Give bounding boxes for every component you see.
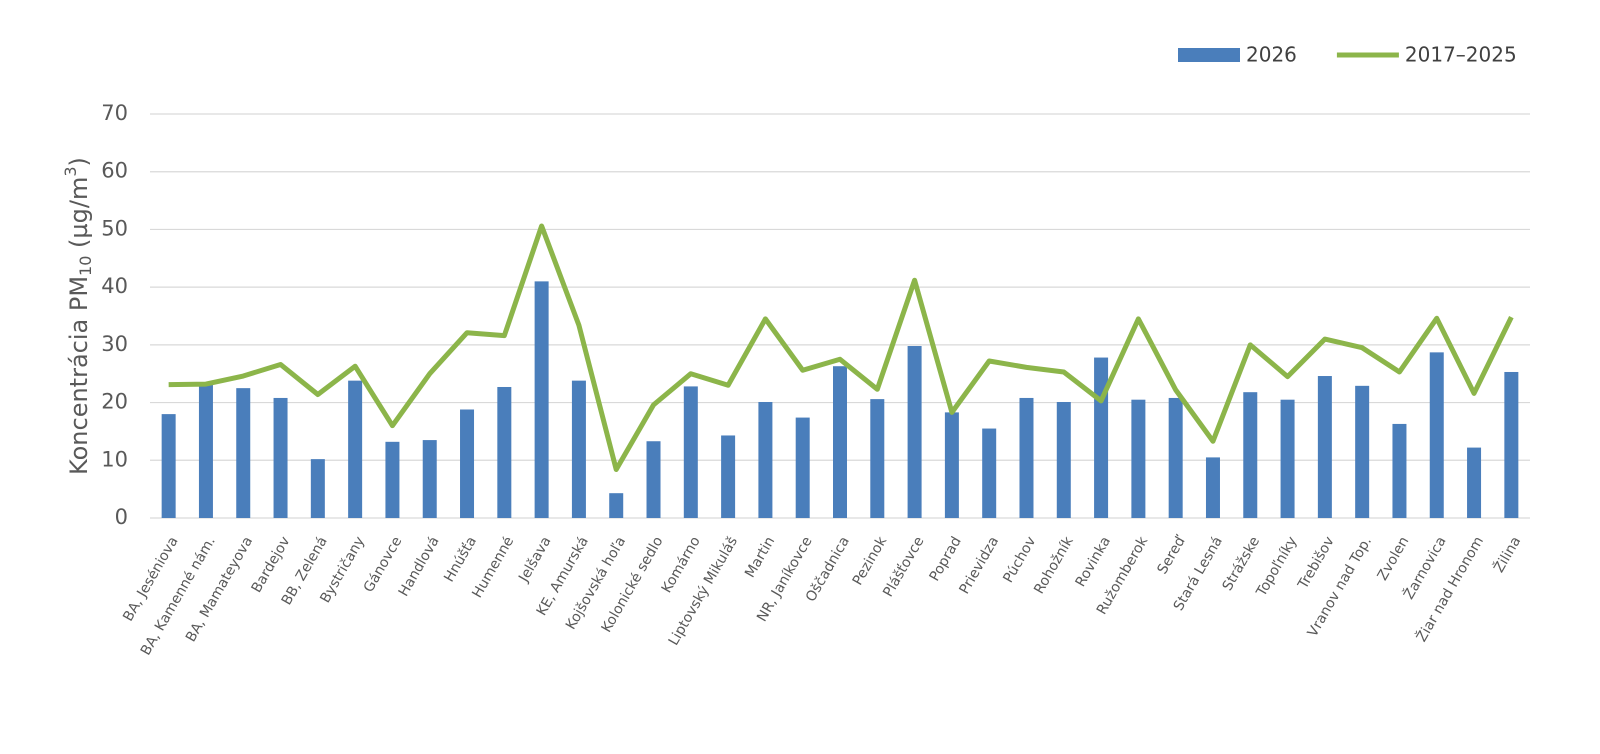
y-title-part: Koncentrácia PM [65, 276, 93, 475]
bar [497, 386, 512, 518]
y-title-sub: 10 [76, 256, 95, 276]
bar [609, 493, 624, 518]
x-tick-label: Jelšava [516, 534, 555, 586]
bar [721, 435, 736, 518]
legend-swatch [1178, 48, 1240, 62]
y-tick-label: 0 [115, 505, 128, 529]
bar [385, 441, 400, 518]
y-tick-label: 50 [101, 216, 128, 240]
bar [1280, 399, 1295, 518]
x-tick-label: Liptovský Mikuláš [666, 534, 741, 648]
x-tick-label: Pezinok [850, 533, 891, 588]
bar [758, 401, 773, 518]
bar [310, 459, 325, 518]
bar [273, 397, 288, 518]
bar [1243, 392, 1258, 518]
bar [795, 417, 810, 518]
bar [1056, 401, 1071, 518]
legend-label: 2017–2025 [1405, 43, 1517, 67]
x-tick-label: Sereď [1155, 532, 1190, 577]
bar [1019, 397, 1034, 518]
bar [907, 346, 922, 518]
x-tick-label: Zvolen [1375, 534, 1413, 583]
bar [870, 399, 885, 518]
bar [348, 380, 363, 518]
bar [1094, 357, 1109, 518]
y-tick-label: 30 [101, 332, 128, 356]
x-tick-label: Hnúšťa [441, 534, 480, 585]
y-title-part: (µg/m [65, 177, 93, 256]
x-tick-label: Púchov [1000, 534, 1039, 586]
bar [1392, 423, 1407, 518]
bar [161, 414, 176, 518]
y-tick-label: 40 [101, 274, 128, 298]
x-tick-label: BA, Mamateyova [183, 534, 256, 645]
bar [236, 388, 251, 518]
bar [571, 380, 586, 518]
bar [198, 382, 213, 518]
bar [982, 428, 997, 518]
bar [1317, 376, 1332, 518]
y-tick-label: 70 [101, 101, 128, 125]
y-axis-title: Koncentrácia PM10 (µg/m3) [61, 157, 95, 475]
legend-label: 2026 [1246, 43, 1297, 67]
bar [1168, 397, 1183, 518]
bar [422, 440, 437, 518]
line-series [168, 223, 1514, 473]
bar [944, 412, 959, 518]
bar [683, 386, 698, 518]
bar [1467, 447, 1482, 518]
y-title-sup: 3 [61, 166, 80, 176]
x-tick-label: Žiar nad Hronom [1412, 533, 1487, 645]
bar [1355, 385, 1370, 518]
y-tick-label: 20 [101, 390, 128, 414]
bar [1205, 457, 1220, 518]
y-title-part: ) [65, 157, 93, 166]
bar [1429, 352, 1444, 518]
y-tick-label: 60 [101, 159, 128, 183]
bar [1131, 399, 1146, 518]
y-tick-label: 10 [101, 447, 128, 471]
x-tick-label: Žilina [1489, 533, 1524, 576]
x-tick-label: Rovinka [1073, 534, 1114, 590]
x-tick-label: Poprad [927, 534, 965, 584]
bar [534, 281, 549, 518]
bar [460, 409, 475, 518]
bar [1504, 371, 1519, 518]
bar [646, 441, 661, 518]
x-tick-label: Martin [742, 534, 778, 581]
bar [833, 366, 847, 518]
